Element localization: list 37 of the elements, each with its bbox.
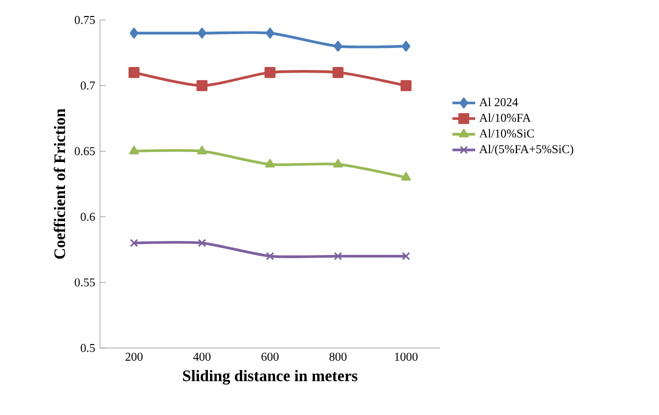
y-tick-label: 0.7 bbox=[80, 82, 95, 90]
point bbox=[334, 40, 342, 52]
x-tick-label: 200 bbox=[126, 352, 143, 361]
point bbox=[402, 252, 410, 260]
y-tick-label: 0.75 bbox=[74, 16, 95, 24]
y-axis-title: Coefficient of Friction bbox=[54, 108, 66, 259]
point bbox=[129, 146, 139, 154]
point bbox=[334, 252, 342, 260]
point bbox=[196, 80, 208, 92]
y-tick-label: 0.65 bbox=[74, 147, 95, 156]
point bbox=[198, 28, 206, 39]
point bbox=[197, 146, 207, 154]
y-tick-label: 0.5 bbox=[80, 344, 95, 352]
point bbox=[265, 158, 275, 168]
x-tick-label: 1000 bbox=[395, 352, 418, 361]
point bbox=[130, 28, 138, 39]
point bbox=[266, 252, 274, 260]
point bbox=[128, 67, 140, 78]
legend-label: Al/10%SiC bbox=[479, 129, 534, 138]
x-tick-label: 600 bbox=[262, 352, 279, 361]
x-tick-label: 400 bbox=[193, 352, 211, 361]
legend-label: Al/(5%FA+5%SiC) bbox=[479, 144, 574, 156]
legend-label: Al 2024 bbox=[479, 98, 518, 106]
point bbox=[264, 67, 276, 78]
point bbox=[266, 28, 274, 39]
point bbox=[198, 238, 206, 248]
y-tick-label: 0.55 bbox=[74, 278, 95, 286]
point bbox=[333, 158, 343, 168]
x-tick-label: 800 bbox=[329, 352, 347, 361]
point bbox=[402, 40, 410, 52]
legend-label: Al/10%FA bbox=[479, 113, 531, 122]
point bbox=[400, 80, 412, 92]
y-tick-label: 0.6 bbox=[80, 212, 95, 221]
point bbox=[401, 172, 411, 181]
x-axis-title: Sliding distance in meters bbox=[183, 370, 358, 385]
point bbox=[130, 238, 138, 248]
point bbox=[332, 67, 344, 78]
